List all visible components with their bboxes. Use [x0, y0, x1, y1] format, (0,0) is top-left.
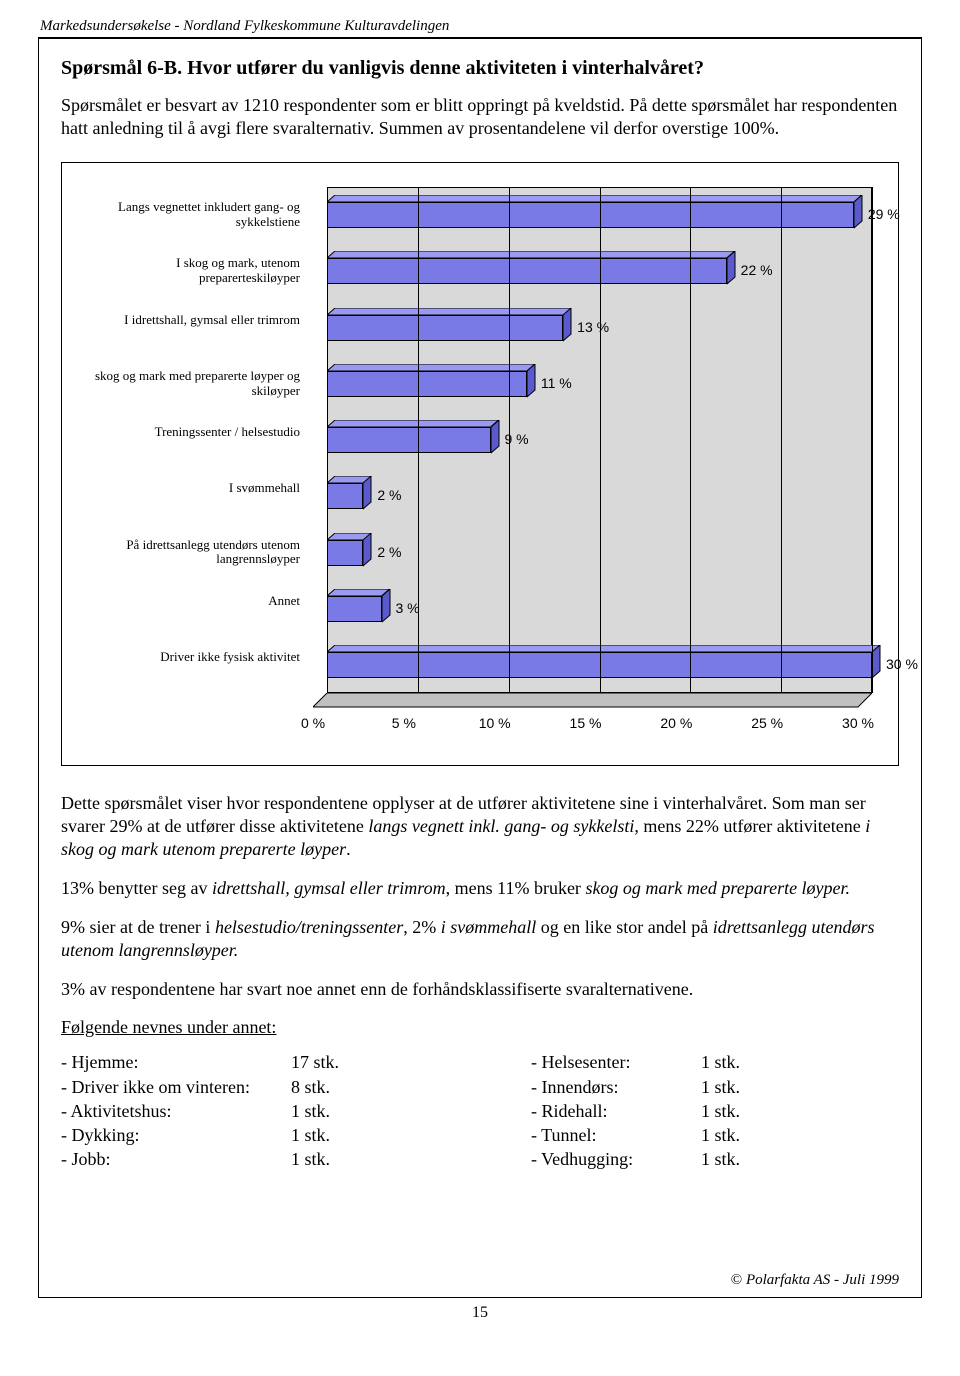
bar: [327, 590, 394, 628]
bar: [327, 365, 539, 403]
other-item-count: 17 stk.: [291, 1050, 339, 1074]
x-tick-label: 10 %: [479, 715, 511, 731]
footer-text: Polarfakta AS - Juli 1999: [742, 1272, 899, 1288]
doc-header: Markedsundersøkelse - Nordland Fylkeskom…: [38, 18, 922, 35]
category-label: Langs vegnettet inkludert gang- og sykke…: [90, 200, 300, 230]
bar-chart: Langs vegnettet inkludert gang- og sykke…: [88, 187, 872, 747]
other-item-label: - Driver ikke om vinteren:: [61, 1075, 291, 1099]
analysis-para-3: 9% sier at de trener i helsestudio/treni…: [61, 916, 899, 962]
category-label: I idrettshall, gymsal eller trimrom: [90, 313, 300, 328]
other-item-label: - Innendørs:: [531, 1075, 701, 1099]
page-number: 15: [38, 1304, 922, 1322]
category-labels: Langs vegnettet inkludert gang- og sykke…: [88, 187, 308, 707]
bar: [327, 534, 375, 572]
other-list-title: Følgende nevnes under annet:: [61, 1017, 899, 1038]
text: 9% sier at de trener i: [61, 917, 215, 937]
page: Markedsundersøkelse - Nordland Fylkeskom…: [0, 0, 960, 1332]
text-italic: idrettshall, gymsal eller trimrom: [212, 878, 446, 898]
bar: [327, 252, 739, 290]
other-item-label: - Dykking:: [61, 1123, 291, 1147]
analysis-para-2: 13% benytter seg av idrettshall, gymsal …: [61, 877, 899, 900]
text: .: [346, 839, 351, 859]
other-list: - Hjemme:- Driver ikke om vinteren:- Akt…: [61, 1050, 899, 1171]
x-tick-label: 5 %: [392, 715, 416, 731]
bar: [327, 646, 884, 684]
other-item-count: 8 stk.: [291, 1075, 339, 1099]
other-item-label: - Helsesenter:: [531, 1050, 701, 1074]
other-item-label: - Aktivitetshus:: [61, 1099, 291, 1123]
content-frame: Spørsmål 6-B. Hvor utfører du vanligvis …: [38, 38, 922, 1298]
chart-container: Langs vegnettet inkludert gang- og sykke…: [61, 162, 899, 766]
other-item-label: - Jobb:: [61, 1147, 291, 1171]
chart-floor: [313, 693, 872, 707]
category-label: På idrettsanlegg utendørs utenom langren…: [90, 538, 300, 568]
text-italic: helsestudio/treningssenter: [215, 917, 403, 937]
other-item-count: 1 stk.: [701, 1050, 740, 1074]
text: , mens 22% utfører aktivitetene: [634, 816, 865, 836]
copyright-icon: ©: [731, 1272, 742, 1288]
text-italic: skog og mark med preparerte løyper.: [585, 878, 850, 898]
question-title: Spørsmål 6-B. Hvor utfører du vanligvis …: [61, 57, 899, 80]
x-tick-label: 0 %: [301, 715, 325, 731]
text: , 2%: [403, 917, 441, 937]
intro-text: Spørsmålet er besvart av 1210 respondent…: [61, 94, 899, 140]
bar: [327, 309, 575, 347]
plot-area: 29 %22 %13 %11 %9 %2 %2 %3 %30 %: [313, 187, 872, 707]
category-label: I skog og mark, utenom preparerteskiløyp…: [90, 256, 300, 286]
other-item-count: 1 stk.: [701, 1075, 740, 1099]
other-item-count: 1 stk.: [291, 1123, 339, 1147]
category-label: skog og mark med preparerte løyper og sk…: [90, 369, 300, 399]
other-item-count: 1 stk.: [291, 1147, 339, 1171]
bar: [327, 421, 503, 459]
bar-value-label: 3 %: [396, 600, 420, 616]
bar-value-label: 22 %: [741, 262, 773, 278]
bar: [327, 477, 375, 515]
bar-value-label: 9 %: [505, 431, 529, 447]
bar-value-label: 13 %: [577, 319, 609, 335]
category-label: Driver ikke fysisk aktivitet: [90, 650, 300, 665]
other-item-label: - Vedhugging:: [531, 1147, 701, 1171]
bar-value-label: 11 %: [541, 375, 572, 391]
other-item-count: 1 stk.: [701, 1147, 740, 1171]
category-label: Annet: [90, 594, 300, 609]
other-list-col-right: - Helsesenter:- Innendørs:- Ridehall:- T…: [531, 1050, 740, 1171]
other-item-label: - Ridehall:: [531, 1099, 701, 1123]
text: og en like stor andel på: [536, 917, 712, 937]
x-tick-label: 20 %: [660, 715, 692, 731]
analysis-para-4: 3% av respondentene har svart noe annet …: [61, 978, 899, 1001]
other-item-label: - Tunnel:: [531, 1123, 701, 1147]
bar-value-label: 30 %: [886, 656, 918, 672]
text: , mens 11% bruker: [446, 878, 586, 898]
other-item-label: - Hjemme:: [61, 1050, 291, 1074]
other-item-count: 1 stk.: [291, 1099, 339, 1123]
analysis-para-1: Dette spørsmålet viser hvor respondenten…: [61, 792, 899, 861]
other-item-count: 1 stk.: [701, 1123, 740, 1147]
x-tick-label: 25 %: [751, 715, 783, 731]
x-tick-label: 30 %: [842, 715, 874, 731]
bar: [327, 196, 866, 234]
text-italic: langs vegnett inkl. gang- og sykkelsti: [368, 816, 634, 836]
category-label: Treningssenter / helsestudio: [90, 425, 300, 440]
text: 13% benytter seg av: [61, 878, 212, 898]
category-label: I svømmehall: [90, 481, 300, 496]
text-italic: i svømmehall: [441, 917, 536, 937]
x-axis: 0 %5 %10 %15 %20 %25 %30 %: [313, 711, 872, 747]
bar-value-label: 2 %: [377, 544, 401, 560]
footer: © Polarfakta AS - Juli 1999: [731, 1272, 899, 1289]
other-list-col-left: - Hjemme:- Driver ikke om vinteren:- Akt…: [61, 1050, 531, 1171]
bar-value-label: 2 %: [377, 487, 401, 503]
bar-value-label: 29 %: [868, 206, 900, 222]
other-item-count: 1 stk.: [701, 1099, 740, 1123]
x-tick-label: 15 %: [570, 715, 602, 731]
